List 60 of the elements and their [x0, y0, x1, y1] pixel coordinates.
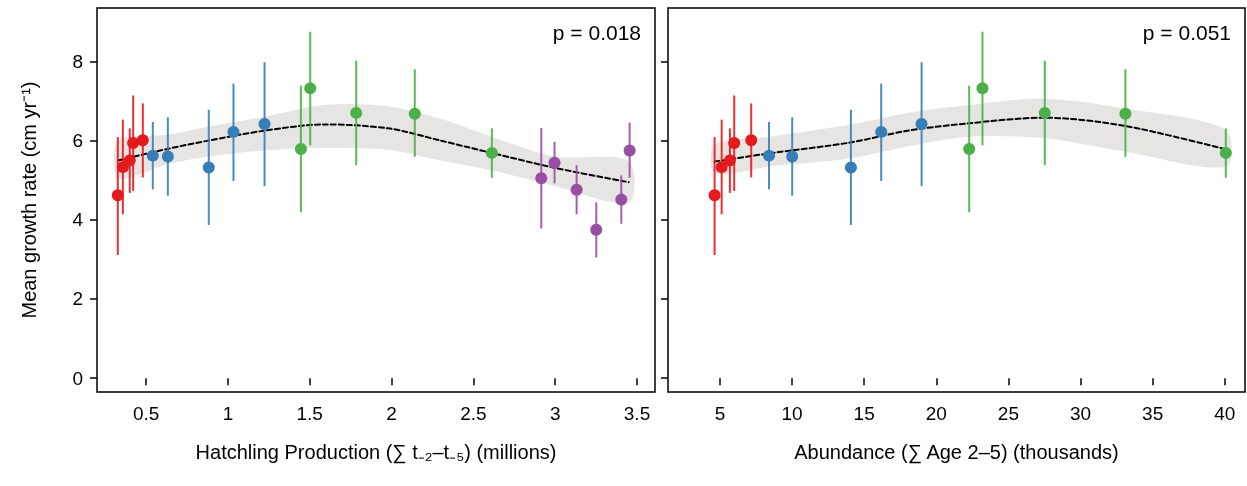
point: [294, 142, 307, 155]
point: [535, 172, 548, 185]
point: [111, 189, 124, 202]
x-tick-label: 3.5: [623, 403, 651, 424]
point: [350, 106, 363, 119]
point: [258, 117, 271, 130]
point: [1038, 106, 1051, 119]
y-tick-label: 2: [72, 288, 83, 310]
point: [762, 149, 775, 162]
point: [408, 107, 421, 120]
y-tick-label: 4: [72, 209, 84, 231]
point: [146, 149, 159, 162]
point: [1119, 107, 1132, 120]
x-tick-label: 2.5: [460, 403, 487, 424]
point: [161, 150, 174, 163]
x-tick-label: 0.5: [132, 403, 160, 424]
point: [745, 134, 758, 147]
x-axis-title: Abundance (∑ Age 2–5) (thousands): [794, 441, 1119, 464]
point: [875, 125, 888, 138]
x-axis-title: Hatchling Production (∑ t₋₂–t₋₅) (millions): [195, 441, 557, 464]
x-tick-label: 1.5: [296, 403, 323, 424]
point: [844, 161, 857, 174]
point: [915, 117, 928, 130]
x-tick-label: 30: [1069, 403, 1092, 424]
annotation: p = 0.051: [1142, 21, 1232, 44]
y-tick-label: 8: [72, 50, 83, 72]
x-tick-label: 40: [1214, 403, 1236, 424]
x-tick-label: 2: [386, 403, 397, 424]
point: [1219, 146, 1232, 159]
point: [623, 144, 636, 157]
point: [723, 154, 736, 167]
point: [963, 142, 976, 155]
point: [786, 150, 799, 163]
point: [136, 134, 149, 147]
x-tick-label: 1: [222, 403, 234, 424]
x-tick-label: 25: [997, 403, 1019, 424]
y-axis-title: Mean growth rate (cm yr⁻¹): [18, 81, 40, 319]
x-tick-label: 20: [925, 403, 947, 424]
point: [123, 154, 136, 167]
point: [127, 137, 140, 149]
point: [202, 161, 215, 174]
point: [976, 82, 989, 95]
x-tick-label: 35: [1142, 403, 1164, 424]
x-tick-label: 5: [714, 403, 726, 424]
x-tick-label: 3: [549, 403, 561, 424]
annotation: p = 0.018: [552, 21, 642, 44]
point: [304, 82, 317, 95]
point: [570, 183, 583, 196]
y-tick-label: 6: [72, 130, 83, 152]
point: [728, 137, 741, 149]
point: [715, 161, 728, 174]
point: [485, 146, 498, 159]
point: [590, 223, 603, 236]
point: [615, 193, 628, 206]
point: [227, 125, 240, 138]
point: [708, 189, 721, 202]
y-tick-label: 0: [72, 367, 83, 389]
point: [548, 156, 561, 169]
x-tick-label: 10: [781, 403, 803, 424]
x-tick-label: 15: [853, 403, 875, 424]
